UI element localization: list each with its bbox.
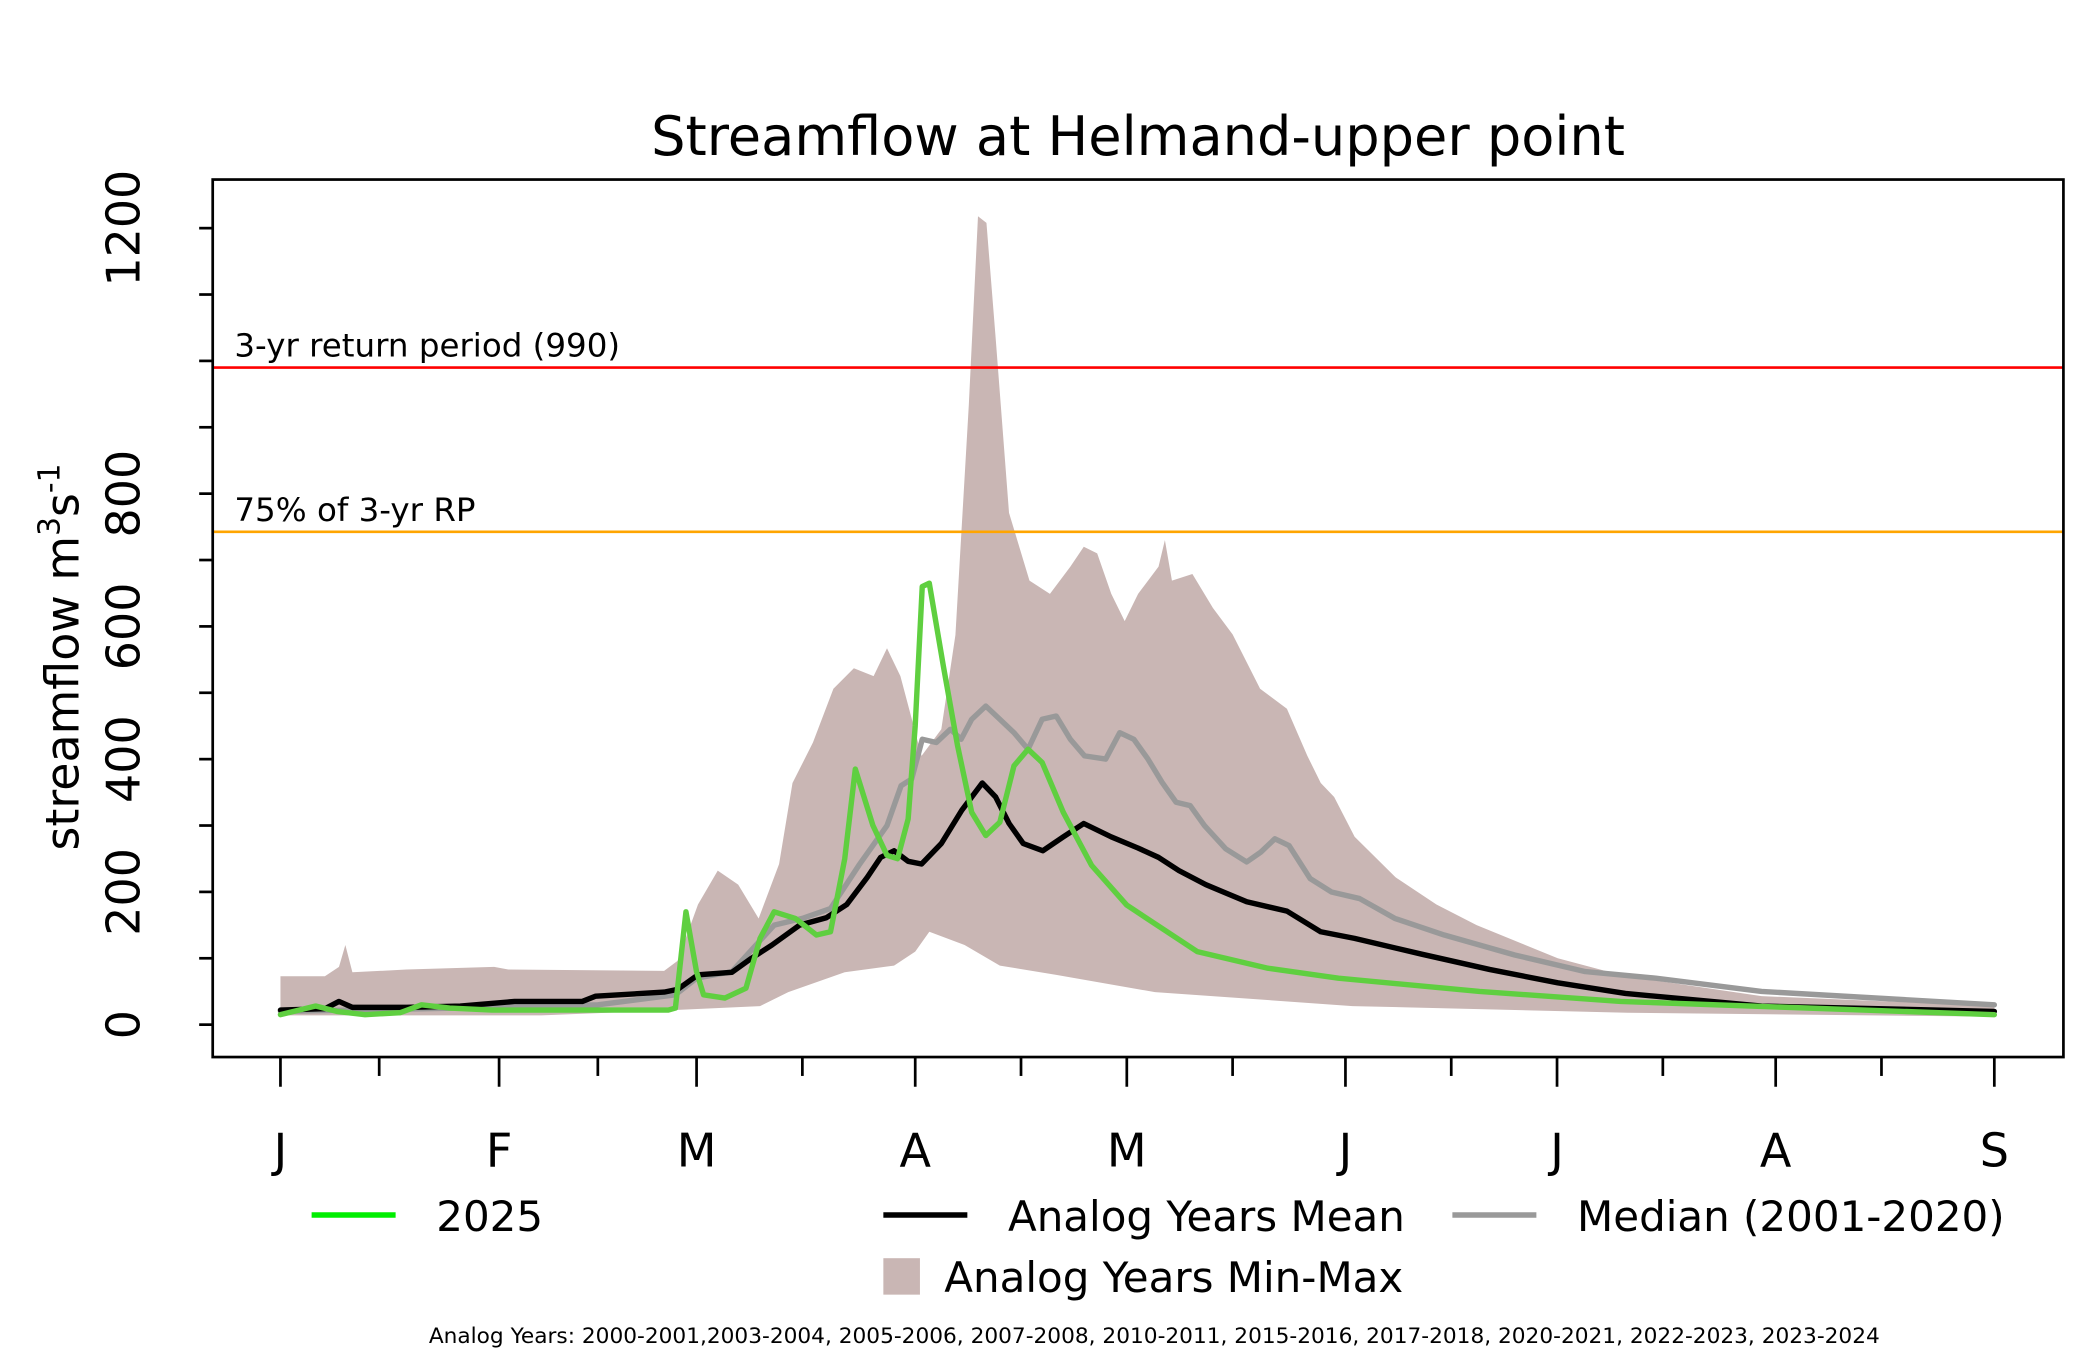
y-tick-label: 800 [96,450,150,538]
reference-label-0: 3-yr return period (990) [234,327,620,365]
y-label-s: s [36,493,90,517]
plot-area: 3-yr return period (990) 75% of 3-yr RP [212,216,2064,1018]
reference-label-1: 75% of 3-yr RP [234,491,475,529]
y-tick-label: 0 [96,1010,150,1039]
y-tick-label: 200 [96,848,150,936]
x-tick-label: M [677,1123,717,1177]
y-tick-label: 1200 [96,170,150,287]
y-tick-label: 400 [96,715,150,803]
y-axis: 0 200 400 600 800 1200 [96,170,213,1039]
y-label-main: streamflow m [36,536,90,851]
series-line-2025 [277,580,1998,1018]
footnote: Analog Years: 2000-2001,2003-2004, 2005-… [429,1324,1880,1349]
chart-title: Streamflow at Helmand-upper point [651,105,1625,168]
x-tick-label: M [1107,1123,1147,1177]
minmax-band [280,216,1995,1017]
x-tick-label: A [899,1123,931,1177]
x-tick-label: J [271,1123,288,1177]
legend-label-mean: Analog Years Mean [1008,1192,1405,1241]
legend-label-median: Median (2001-2020) [1577,1192,2005,1241]
series-line-analog-years-mean [277,780,1998,1015]
x-tick-label: J [1336,1123,1353,1177]
legend-swatch-minmax [883,1258,920,1295]
legend: 2025 Analog Years Mean Median (2001-2020… [311,1192,2005,1302]
y-tick-label: 600 [96,583,150,671]
x-tick-label: F [486,1123,513,1177]
x-tick-label: S [1980,1123,2009,1177]
series-line-median-2001-2020- [277,703,1998,1015]
y-label-sup1: 3 [33,517,68,536]
y-label-sup2: -1 [33,463,68,493]
y-axis-label: streamflow m3s-1 [33,463,90,850]
x-tick-label: A [1760,1123,1792,1177]
x-tick-label: J [1547,1123,1564,1177]
legend-label-2025: 2025 [436,1192,543,1241]
plot-frame [211,178,2065,1059]
legend-label-minmax: Analog Years Min-Max [944,1253,1403,1302]
